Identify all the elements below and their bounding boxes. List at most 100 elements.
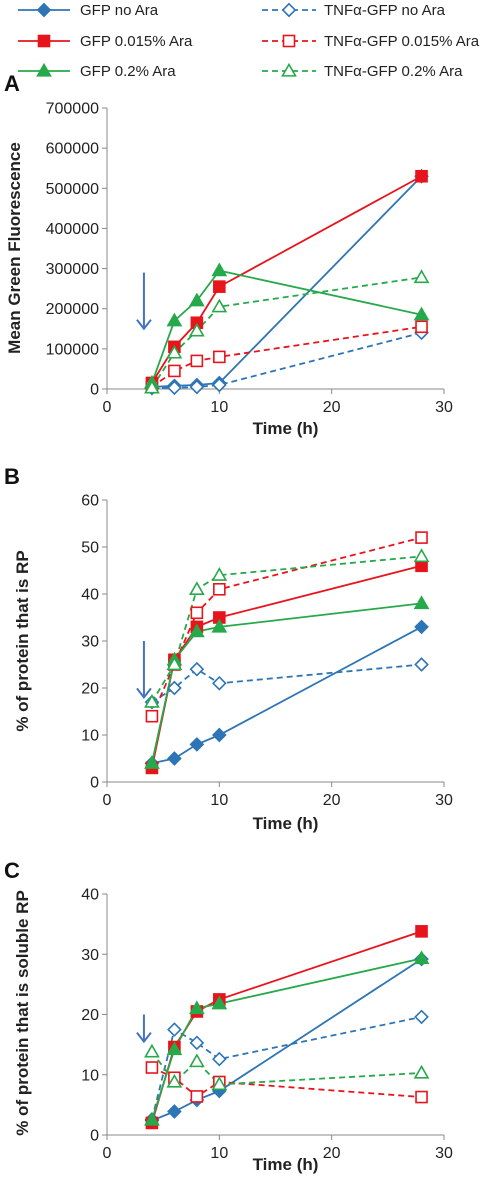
x-axis-title: Time (h)	[253, 1155, 319, 1174]
data-point	[212, 377, 227, 393]
x-tick-label: 30	[435, 1145, 453, 1162]
data-point	[188, 1053, 205, 1068]
series-markers-0	[144, 168, 429, 395]
data-point	[190, 606, 204, 620]
y-tick-label: 0	[90, 775, 99, 792]
data-point	[167, 1022, 182, 1037]
data-point	[213, 350, 226, 364]
data-point	[415, 925, 428, 938]
series-line	[151, 175, 422, 384]
data-point	[189, 661, 205, 677]
data-point	[190, 1090, 204, 1103]
y-tick-label: 20	[81, 681, 99, 698]
series-markers-0	[144, 951, 429, 1128]
y-tick-label: 0	[90, 1128, 99, 1145]
series-line	[151, 1016, 422, 1120]
data-point	[414, 657, 429, 672]
data-point	[213, 582, 226, 596]
panel-letter: C	[4, 858, 20, 883]
data-point	[144, 1043, 160, 1058]
series-markers-5	[144, 269, 430, 394]
series-markers-5	[144, 548, 430, 708]
y-axis-title: % of protein that is soluble RP	[13, 890, 32, 1136]
x-tick-label: 20	[323, 399, 341, 416]
series-line	[151, 1051, 422, 1086]
data-point	[166, 312, 183, 327]
data-point	[189, 379, 205, 395]
data-point	[144, 379, 160, 394]
diamond-marker-icon	[36, 2, 52, 18]
series-markers-3	[145, 1061, 428, 1104]
data-point	[413, 306, 430, 321]
data-point	[145, 1061, 159, 1074]
data-point	[188, 581, 205, 595]
x-tick-label: 20	[323, 792, 341, 809]
legend-entry: TNFα-GFP 0.015% Ara	[262, 33, 480, 50]
data-point	[213, 280, 226, 293]
data-point	[212, 1051, 227, 1067]
series-markers-1	[144, 325, 429, 396]
data-point	[167, 380, 182, 396]
series-markers-1	[144, 657, 429, 710]
panel-letter: A	[4, 71, 20, 96]
chart-panel-a: A 0 100000 200000 300000 400000 500000 600000 70…	[4, 71, 453, 438]
data-point	[144, 693, 160, 708]
data-point	[414, 1009, 429, 1025]
series-markers-0	[144, 619, 429, 771]
data-point	[413, 1064, 430, 1079]
data-point	[166, 1041, 183, 1056]
data-point	[144, 755, 160, 769]
panel-letter: B	[4, 464, 20, 489]
data-point	[211, 567, 228, 581]
data-point	[168, 364, 181, 378]
x-tick-label: 10	[210, 399, 228, 416]
data-point	[414, 619, 429, 635]
induction-arrow-icon	[136, 272, 152, 331]
series-2	[151, 175, 422, 384]
data-point	[211, 262, 228, 277]
legend-label: GFP 0.015% Ara	[80, 33, 193, 50]
data-point	[167, 1104, 182, 1119]
y-tick-label: 500000	[46, 181, 99, 198]
data-point	[190, 354, 204, 368]
square-marker-icon	[37, 34, 51, 48]
legend-entry: GFP no Ara	[18, 2, 159, 19]
arrow-head	[136, 687, 152, 700]
y-tick-label: 10	[81, 728, 99, 745]
y-tick-label: 40	[81, 887, 99, 904]
x-axis-title: Time (h)	[253, 419, 319, 438]
data-point	[211, 1076, 228, 1091]
series-markers-2	[145, 169, 428, 390]
square-marker-icon	[282, 34, 296, 48]
data-point	[188, 322, 205, 337]
legend-entry: GFP 0.015% Ara	[18, 33, 193, 50]
legend-label: TNFα-GFP 0.2% Ara	[324, 63, 463, 80]
data-point	[188, 1000, 205, 1015]
data-point	[415, 1090, 428, 1104]
data-point	[415, 531, 428, 544]
triangle-marker-icon	[281, 62, 297, 77]
data-point	[166, 344, 183, 359]
legend-label: TNFα-GFP 0.015% Ara	[324, 33, 480, 50]
y-tick-label: 10	[81, 1067, 99, 1084]
legend-entry: GFP 0.2% Ara	[18, 62, 176, 80]
data-point	[188, 292, 205, 307]
data-point	[212, 675, 227, 691]
data-point	[413, 269, 430, 284]
x-tick-label: 20	[323, 1145, 341, 1162]
series-markers-2	[145, 925, 428, 1130]
data-point	[189, 1035, 205, 1051]
arrow-head	[136, 319, 152, 331]
data-point	[167, 680, 182, 696]
x-tick-label: 0	[103, 1145, 112, 1162]
y-tick-label: 600000	[46, 141, 99, 158]
y-tick-label: 100000	[46, 341, 99, 358]
legend-label: GFP 0.2% Ara	[80, 63, 176, 80]
series-markers-4	[144, 595, 430, 769]
data-point	[212, 727, 227, 743]
x-tick-label: 10	[210, 1145, 228, 1162]
legend: GFP no Ara TNFα-GFP no Ara GFP 0.015% Ara T…	[18, 2, 480, 80]
arrow-head	[136, 1031, 152, 1044]
